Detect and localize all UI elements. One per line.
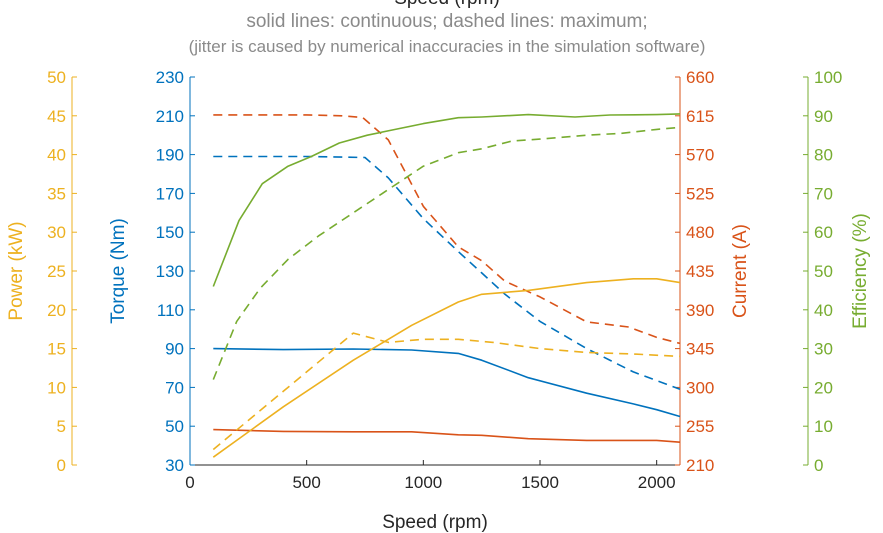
- efficiency-tick-label: 90: [814, 107, 833, 126]
- efficiency-tick-label: 80: [814, 146, 833, 165]
- power-tick-label: 45: [47, 107, 66, 126]
- efficiency-tick-label: 100: [814, 68, 842, 87]
- efficiency-tick-label: 10: [814, 417, 833, 436]
- power-tick-label: 20: [47, 301, 66, 320]
- power-tick-label: 5: [57, 417, 66, 436]
- x-tick-label: 2000: [638, 473, 676, 492]
- current-tick-label: 390: [686, 301, 714, 320]
- x-axis-label: Speed (rpm): [382, 512, 488, 533]
- efficiency-tick-label: 20: [814, 378, 833, 397]
- power-tick-label: 25: [47, 262, 66, 281]
- efficiency-dashed-line: [212, 126, 681, 380]
- torque-tick-label: 190: [156, 146, 184, 165]
- power-tick-label: 10: [47, 378, 66, 397]
- power-tick-label: 15: [47, 340, 66, 359]
- current-tick-label: 210: [686, 456, 714, 475]
- torque-axis-label: Torque (Nm): [108, 218, 129, 324]
- chart-title: Speed (rpm): [394, 0, 500, 9]
- current-tick-label: 435: [686, 262, 714, 281]
- power-axis-label: Power (kW): [6, 221, 27, 320]
- chart-subtitle-2: (jitter is caused by numerical inaccurac…: [189, 37, 706, 56]
- torque-tick-label: 230: [156, 68, 184, 87]
- power-tick-label: 40: [47, 146, 66, 165]
- current-tick-label: 570: [686, 146, 714, 165]
- power-tick-label: 30: [47, 223, 66, 242]
- axes-layer: 0 500 1000 1500 200005101520253035404550Powe…: [6, 68, 871, 492]
- power-dashed-line: [212, 332, 681, 451]
- torque-dashed-line: [213, 155, 681, 391]
- current-axis-label: Current (A): [730, 224, 751, 318]
- power-solid-line: [212, 277, 681, 458]
- efficiency-tick-label: 40: [814, 301, 833, 320]
- torque-tick-label: 50: [165, 417, 184, 436]
- x-tick-label: 500: [292, 473, 320, 492]
- efficiency-axis-label: Efficiency (%): [850, 213, 871, 329]
- current-solid-line: [213, 428, 681, 443]
- torque-solid-line: [213, 347, 681, 418]
- torque-tick-label: 210: [156, 107, 184, 126]
- power-tick-label: 0: [57, 456, 66, 475]
- torque-tick-label: 110: [157, 301, 184, 320]
- current-tick-label: 660: [686, 68, 714, 87]
- current-tick-label: 300: [686, 378, 714, 397]
- efficiency-tick-label: 60: [814, 223, 833, 242]
- x-tick-label: 1500: [521, 473, 559, 492]
- x-tick-label: 0: [185, 473, 194, 492]
- current-tick-label: 345: [686, 340, 714, 359]
- series-layer: [212, 113, 681, 458]
- chart-subtitle-1: solid lines: continuous; dashed lines: m…: [246, 11, 647, 32]
- power-tick-label: 35: [47, 184, 66, 203]
- torque-tick-label: 70: [165, 378, 184, 397]
- efficiency-tick-label: 0: [814, 456, 823, 475]
- torque-tick-label: 150: [156, 223, 184, 242]
- torque-tick-label: 90: [165, 340, 184, 359]
- current-tick-label: 480: [686, 223, 714, 242]
- current-tick-label: 255: [686, 417, 714, 436]
- efficiency-tick-label: 50: [814, 262, 833, 281]
- current-tick-label: 615: [686, 107, 714, 126]
- torque-tick-label: 30: [165, 456, 184, 475]
- torque-tick-label: 170: [156, 184, 184, 203]
- efficiency-tick-label: 70: [814, 184, 833, 203]
- efficiency-solid-line: [212, 113, 681, 287]
- current-dashed-line: [213, 114, 681, 345]
- efficiency-tick-label: 30: [814, 340, 833, 359]
- current-tick-label: 525: [686, 184, 714, 203]
- x-tick-label: 1000: [404, 473, 442, 492]
- torque-tick-label: 130: [156, 262, 184, 281]
- power-tick-label: 50: [47, 68, 66, 87]
